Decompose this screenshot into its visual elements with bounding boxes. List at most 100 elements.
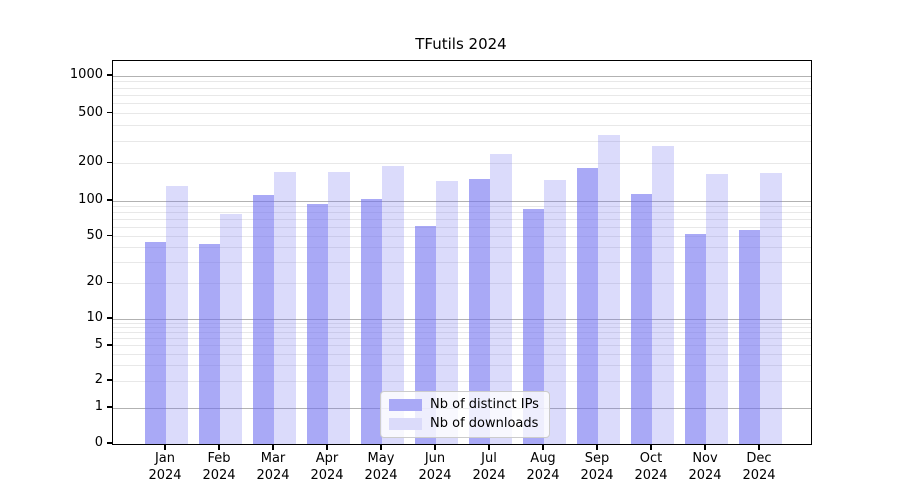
y-tick-label: 1000 [69, 67, 103, 82]
plot-area [112, 60, 812, 445]
bar-distinct-ips [576, 167, 598, 444]
y-tick-mark [107, 379, 112, 381]
gridline-minor [113, 94, 811, 96]
x-tick-mark [434, 444, 436, 450]
x-tick-mark [272, 444, 274, 450]
y-tick-label: 0 [94, 435, 103, 450]
x-tick-label: Jan 2024 [148, 451, 182, 483]
legend-swatch-distinct-ips [389, 398, 422, 411]
gridline-minor [113, 262, 811, 264]
x-tick-label: Feb 2024 [202, 451, 236, 483]
x-tick-mark [164, 444, 166, 450]
x-tick-label: Jun 2024 [418, 451, 452, 483]
bar-distinct-ips [414, 225, 436, 444]
gridline-minor [113, 327, 811, 329]
x-tick-label: Mar 2024 [256, 451, 290, 483]
x-tick-mark [488, 444, 490, 450]
gridline-minor [113, 332, 811, 334]
y-tick-label: 100 [78, 192, 103, 207]
x-tick-label: Sep 2024 [580, 451, 614, 483]
bar-distinct-ips [360, 199, 382, 444]
bar-distinct-ips [630, 194, 652, 444]
x-tick-mark [704, 444, 706, 450]
y-tick-mark [107, 161, 112, 164]
y-tick-mark [107, 317, 112, 319]
x-tick-label: Jul 2024 [472, 451, 506, 483]
gridline-major [113, 75, 811, 77]
gridline-minor [113, 140, 811, 142]
gridline-minor [113, 113, 811, 115]
gridline-minor [113, 226, 811, 228]
bar-distinct-ips [198, 244, 220, 444]
bar-downloads [598, 134, 620, 444]
bar-downloads [328, 172, 350, 444]
legend-swatch-downloads [389, 417, 422, 430]
x-tick-mark [758, 444, 760, 450]
x-tick-mark [542, 444, 544, 450]
y-tick-mark [107, 111, 112, 114]
legend-label-downloads: Nb of downloads [430, 416, 539, 431]
legend-entry-distinct-ips: Nb of distinct IPs [389, 397, 539, 412]
bar-downloads [544, 180, 566, 444]
x-tick-mark [380, 444, 382, 450]
gridline-minor [113, 162, 811, 164]
y-tick-mark [107, 234, 112, 237]
y-tick-label: 200 [78, 154, 103, 170]
bar-downloads [436, 180, 458, 444]
legend: Nb of distinct IPs Nb of downloads [380, 391, 550, 438]
bar-distinct-ips [468, 178, 490, 444]
bar-distinct-ips [144, 241, 166, 444]
bar-downloads [166, 185, 188, 444]
gridline-minor [113, 218, 811, 220]
y-tick-mark [107, 344, 112, 346]
gridline-minor [113, 353, 811, 355]
y-tick-mark [107, 199, 112, 201]
gridline-minor [113, 103, 811, 105]
x-tick-label: Apr 2024 [310, 451, 344, 483]
gridline-minor [113, 236, 811, 238]
x-tick-label: Nov 2024 [688, 451, 722, 483]
gridline-minor [113, 81, 811, 83]
gridline-minor [113, 87, 811, 89]
y-tick-mark [107, 74, 112, 76]
x-tick-mark [650, 444, 652, 450]
bar-downloads [274, 171, 296, 444]
legend-label-distinct-ips: Nb of distinct IPs [430, 397, 539, 412]
gridline-major [113, 200, 811, 202]
gridline-minor [113, 247, 811, 249]
y-tick-label: 10 [86, 310, 103, 325]
bar-downloads [706, 174, 728, 444]
bar-downloads [490, 153, 512, 444]
gridline-minor [113, 322, 811, 324]
y-tick-mark [107, 442, 112, 444]
y-tick-mark [107, 281, 112, 284]
bar-downloads [760, 172, 782, 444]
bar-distinct-ips [306, 204, 328, 444]
x-tick-label: Oct 2024 [634, 451, 668, 483]
bar-distinct-ips [738, 229, 760, 444]
x-tick-label: Aug 2024 [526, 451, 560, 483]
y-tick-mark [107, 406, 112, 408]
gridline-minor [113, 205, 811, 207]
gridline-minor [113, 211, 811, 213]
x-tick-mark [218, 444, 220, 450]
bar-downloads [220, 213, 242, 444]
gridline-minor [113, 345, 811, 347]
gridline-major [113, 318, 811, 320]
bar-distinct-ips [252, 194, 274, 444]
gridline-minor [113, 365, 811, 367]
y-tick-label: 50 [86, 227, 103, 243]
y-tick-label: 500 [78, 104, 103, 120]
y-tick-label: 5 [94, 336, 103, 352]
y-tick-label: 1 [94, 399, 103, 414]
x-tick-mark [326, 444, 328, 450]
y-tick-label: 20 [86, 274, 103, 290]
bar-downloads [652, 145, 674, 444]
bar-distinct-ips [684, 233, 706, 444]
bar-downloads [382, 166, 404, 444]
gridline-minor [113, 125, 811, 127]
x-tick-mark [596, 444, 598, 450]
legend-entry-downloads: Nb of downloads [389, 416, 539, 431]
gridline-minor [113, 338, 811, 340]
